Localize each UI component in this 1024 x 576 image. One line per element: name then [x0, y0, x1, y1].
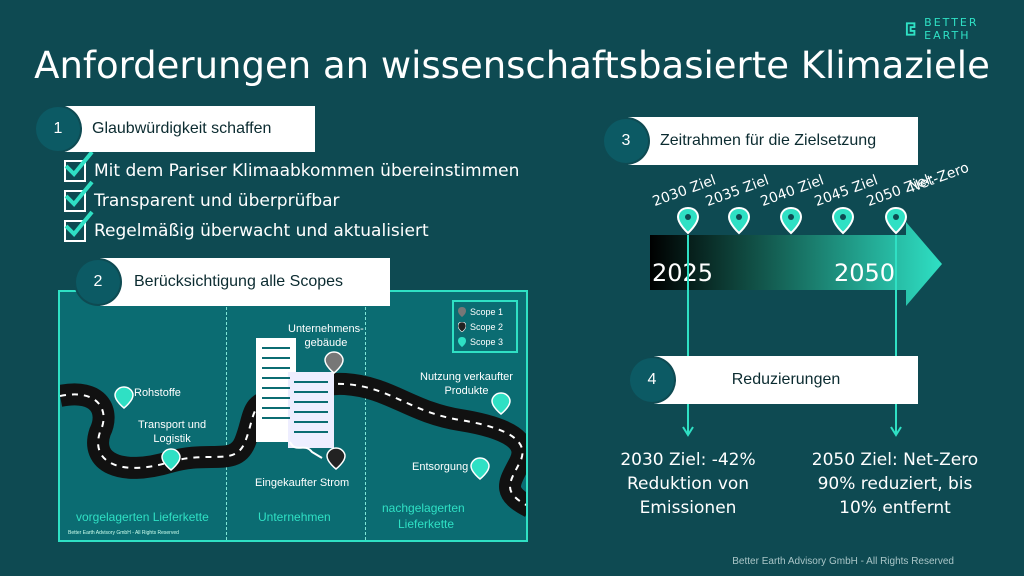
section4-card: Reduzierungen — [654, 356, 918, 404]
scopes-diagram: Rohstoffe Transport und Logistik Unterne… — [58, 290, 528, 542]
legend-item: Scope 1 — [458, 304, 512, 319]
legend-label: Scope 1 — [470, 306, 504, 317]
zone-downstream: nachgelagerten Lieferkette — [382, 500, 465, 532]
zone-divider — [365, 292, 366, 540]
label-strom: Eingekaufter Strom — [255, 477, 350, 489]
label-nutzung-line1: Nutzung verkaufter — [420, 371, 513, 383]
legend-item: Scope 3 — [458, 334, 512, 349]
goal-2030-line1: 2030 Ziel: -42% — [620, 450, 756, 470]
road — [60, 338, 526, 517]
section2-number: 2 — [76, 260, 120, 304]
goal-2050-line3: 10% entfernt — [839, 498, 951, 518]
zone-divider — [226, 292, 227, 540]
checkbox-icon — [64, 150, 94, 182]
legend-item: Scope 2 — [458, 319, 512, 334]
section1-heading: Glaubwürdigkeit schaffen — [92, 120, 272, 137]
timeline-start-year: 2025 — [652, 259, 714, 287]
label-rohstoffe: Rohstoffe — [134, 387, 181, 399]
timeline-arrow — [650, 206, 942, 306]
building-icon — [256, 338, 334, 459]
section2-card: Berücksichtigung alle Scopes — [100, 258, 390, 306]
brand-logo: BETTER EARTH — [905, 16, 1024, 42]
goal-2030: 2030 Ziel: -42% Reduktion von Emissionen — [606, 448, 770, 520]
diagram-copyright: Better Earth Advisory GmbH - All Rights … — [68, 530, 179, 536]
goal-2030-line3: Emissionen — [639, 498, 737, 518]
section1-number-text: 1 — [53, 120, 63, 137]
label-transport-line2: Logistik — [153, 433, 191, 445]
label-nutzung: Nutzung verkaufter Produkte — [420, 370, 513, 398]
zone-company: Unternehmen — [258, 510, 331, 524]
label-gebaeude-line2: gebäude — [304, 337, 348, 349]
section4-number: 4 — [630, 358, 674, 402]
checkbox-icon — [64, 180, 94, 212]
footer-copyright: Better Earth Advisory GmbH - All Rights … — [732, 556, 954, 567]
section2-number-text: 2 — [93, 273, 103, 290]
check-item-label: Regelmäßig überwacht und aktualisiert — [94, 221, 429, 241]
check-item-label: Mit dem Pariser Klimaabkommen übereinsti… — [94, 161, 520, 181]
section4-number-text: 4 — [647, 371, 657, 388]
goal-2050-line1: 2050 Ziel: Net-Zero — [811, 450, 979, 470]
checkbox-icon — [64, 210, 94, 242]
label-transport: Transport und Logistik — [138, 418, 206, 446]
section1-card: Glaubwürdigkeit schaffen — [60, 106, 315, 152]
timeline-end-year: 2050 — [834, 259, 896, 287]
label-nutzung-line2: Produkte — [444, 385, 489, 397]
goal-2050-line2: 90% reduziert, bis — [817, 474, 973, 494]
section3-number-text: 3 — [621, 132, 631, 149]
label-entsorgung: Entsorgung — [412, 461, 469, 473]
label-transport-line1: Transport und — [138, 419, 207, 431]
zone-downstream-line1: nachgelagerten — [382, 501, 465, 515]
section3-card: Zeitrahmen für die Zielsetzung — [628, 117, 918, 165]
section2-heading: Berücksichtigung alle Scopes — [134, 273, 344, 290]
connector-arrows — [682, 235, 902, 437]
page-title: Anforderungen an wissenschaftsbasierte K… — [34, 44, 990, 87]
label-gebaeude-line1: Unternehmens- — [288, 323, 364, 335]
label-gebaeude: Unternehmens- gebäude — [288, 322, 364, 350]
legend-label: Scope 2 — [470, 321, 504, 332]
scope-legend: Scope 1 Scope 2 Scope 3 — [452, 300, 518, 353]
section1-number: 1 — [36, 107, 80, 151]
checklist: Mit dem Pariser Klimaabkommen übereinsti… — [64, 150, 520, 242]
check-item-label: Transparent und überprüfbar — [94, 191, 340, 211]
leaf-icon — [905, 22, 916, 36]
check-item: Transparent und überprüfbar — [64, 180, 519, 212]
section3-heading: Zeitrahmen für die Zielsetzung — [660, 132, 877, 149]
milestone-2050-line2: Net-Zero — [907, 159, 972, 196]
legend-label: Scope 3 — [470, 336, 504, 347]
check-item: Regelmäßig überwacht und aktualisiert — [64, 210, 519, 242]
pin-icon — [458, 321, 466, 332]
pin-icon — [458, 306, 466, 317]
zone-downstream-line2: Lieferkette — [398, 517, 455, 531]
pin-icon — [458, 336, 466, 347]
zone-upstream: vorgelagerten Lieferkette — [76, 510, 209, 524]
goal-2050: 2050 Ziel: Net-Zero 90% reduziert, bis 1… — [790, 448, 1000, 520]
brand-name: BETTER EARTH — [924, 16, 979, 42]
section3-number: 3 — [604, 119, 648, 163]
goal-2030-line2: Reduktion von — [626, 474, 750, 494]
section4-heading: Reduzierungen — [731, 371, 841, 388]
check-item: Mit dem Pariser Klimaabkommen übereinsti… — [64, 150, 520, 182]
